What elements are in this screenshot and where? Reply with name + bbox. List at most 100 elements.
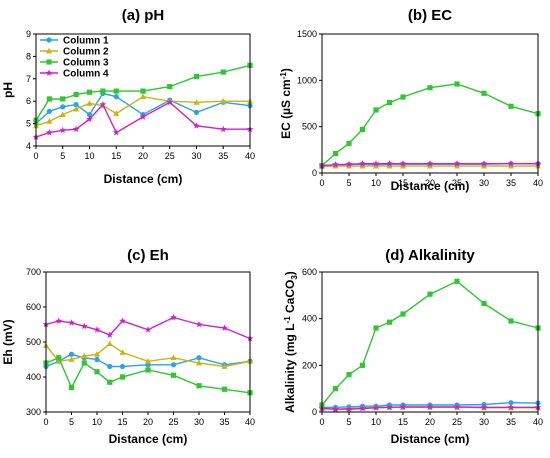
data-point-2-6 (400, 94, 406, 100)
legend-marker (46, 47, 52, 54)
x-tick-label: 30 (479, 178, 489, 188)
data-point-1-2 (68, 356, 75, 362)
x-tick-label: 25 (452, 178, 462, 188)
data-point-2-6 (113, 88, 119, 94)
data-point-3-9 (193, 122, 200, 129)
x-tick-label: 30 (194, 417, 204, 427)
x-tick-label: 20 (425, 417, 435, 427)
y-axis-label: Alkalinity (mg L-1 CaCO3) (283, 271, 299, 413)
series-line-3 (321, 162, 538, 167)
data-point-1-7 (140, 93, 146, 100)
data-point-2-6 (119, 374, 126, 380)
data-point-0-1 (46, 108, 52, 114)
data-point-1-5 (386, 162, 393, 169)
x-tick-label: 0 (33, 151, 38, 161)
data-point-2-2 (346, 372, 352, 378)
chart-title: (d) Alkalinity (385, 247, 475, 264)
data-point-1-6 (119, 349, 126, 355)
y-tick-label: 300 (26, 407, 41, 417)
data-point-3-5 (99, 101, 107, 108)
x-tick-label: 20 (143, 417, 153, 427)
x-axis-label: Distance (cm) (109, 432, 188, 446)
data-point-2-4 (86, 89, 93, 95)
series-line-1 (45, 342, 251, 368)
y-axis-label-tail: ) (279, 68, 293, 72)
y-tick-label: 700 (26, 267, 41, 277)
data-point-2-9 (481, 300, 487, 307)
x-tick-label: 0 (319, 178, 324, 188)
data-point-2-7 (427, 85, 433, 91)
x-tick-label: 25 (452, 417, 462, 427)
data-point-2-2 (60, 96, 66, 102)
legend-item-3: Column 4 (40, 69, 109, 80)
data-point-2-10 (221, 386, 228, 392)
data-point-3-10 (507, 403, 515, 411)
legend-item-1: Column 2 (40, 47, 109, 58)
x-tick-label: 5 (346, 178, 351, 188)
data-point-0-2 (68, 351, 75, 357)
y-tick-label: 1500 (297, 29, 317, 39)
data-point-3-10 (219, 125, 227, 133)
x-tick-label: 25 (168, 417, 178, 427)
y-tick-label: 1000 (297, 75, 317, 85)
x-axis-label: Distance (cm) (391, 179, 470, 193)
y-axis-label-main: pH (1, 82, 15, 98)
data-point-2-1 (56, 355, 62, 361)
data-point-3-1 (46, 129, 53, 136)
data-point-3-8 (453, 160, 461, 167)
data-point-3-3 (359, 160, 366, 167)
y-axis-label-main: Alkalinity (mg L (283, 323, 297, 412)
data-point-0-9 (193, 109, 200, 115)
x-tick-label: 35 (506, 417, 516, 427)
data-point-3-1 (55, 317, 63, 324)
data-point-3-2 (345, 160, 353, 168)
data-point-3-4 (93, 326, 101, 333)
data-point-2-9 (481, 90, 487, 96)
data-point-3-9 (195, 320, 203, 328)
y-axis-label-tail: CaCO (283, 280, 297, 317)
x-tick-label: 5 (346, 417, 351, 427)
legend-label: Column 3 (63, 58, 109, 69)
y-tick-label: 5 (26, 119, 31, 129)
data-point-1-9 (193, 99, 200, 105)
data-point-1-6 (400, 162, 406, 169)
data-point-1-2 (59, 111, 66, 118)
data-point-3-6 (119, 317, 126, 324)
data-point-3-4 (372, 404, 380, 411)
y-axis-label-main: EC (µS cm (279, 79, 293, 139)
x-tick-label: 15 (117, 417, 127, 427)
data-point-3-4 (372, 160, 380, 167)
data-point-1-3 (81, 352, 88, 359)
y-tick-label: 6 (26, 96, 31, 106)
data-point-3-3 (72, 125, 80, 133)
y-axis-label-sub: 3 (290, 275, 299, 280)
x-tick-label: 0 (43, 417, 48, 427)
y-axis-label-sup: -1 (279, 72, 288, 80)
y-axis-label: Eh (mV) (1, 319, 15, 364)
x-tick-label: 10 (371, 417, 381, 427)
x-tick-label: 40 (245, 151, 255, 161)
data-point-3-5 (386, 403, 393, 411)
data-point-3-9 (480, 403, 488, 411)
data-point-1-1 (46, 118, 53, 124)
chart-title: (b) EC (408, 7, 452, 24)
data-point-3-4 (86, 115, 93, 122)
data-point-2-8 (167, 84, 173, 90)
y-tick-label: 600 (302, 267, 317, 277)
data-point-3-2 (68, 319, 75, 326)
data-point-2-9 (193, 73, 200, 80)
data-point-1-4 (94, 351, 100, 357)
data-point-1-3 (359, 162, 366, 169)
legend-item-2: Column 3 (40, 58, 109, 69)
data-point-1-8 (170, 354, 177, 361)
y-axis-label: pH (1, 82, 15, 98)
chart-title: (c) Eh (127, 247, 169, 264)
legend-marker (45, 69, 53, 76)
data-point-2-6 (400, 311, 406, 317)
data-point-3-2 (59, 126, 67, 134)
data-point-0-5 (107, 363, 113, 370)
data-point-3-8 (170, 313, 177, 321)
x-tick-label: 30 (479, 417, 489, 427)
data-point-2-4 (94, 369, 100, 375)
